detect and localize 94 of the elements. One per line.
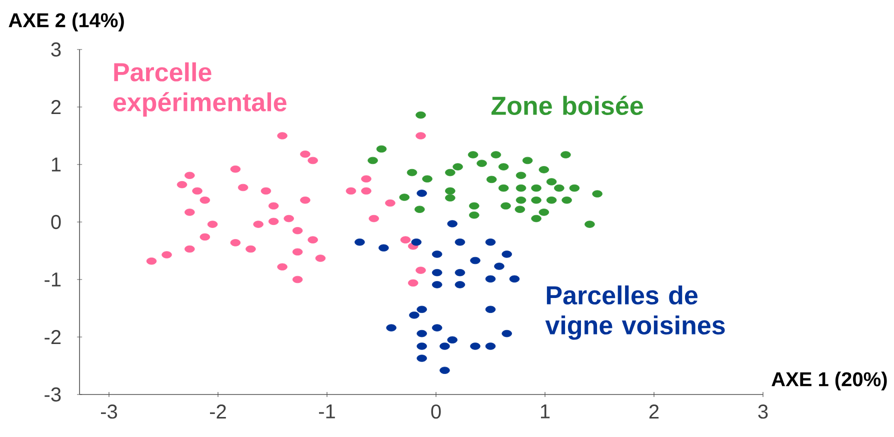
point: [308, 156, 318, 164]
point: [416, 342, 427, 350]
point: [485, 275, 496, 283]
series-label: Parcelles de vigne voisines: [545, 285, 725, 340]
point: [238, 184, 248, 192]
point: [253, 220, 264, 228]
point: [416, 190, 427, 197]
x-tick-label: -3: [100, 404, 118, 419]
x-tick-label: 1: [540, 404, 550, 418]
point: [277, 263, 288, 270]
point: [406, 168, 418, 176]
point: [584, 220, 595, 228]
point: [192, 187, 202, 195]
x-tick-label: 0: [431, 404, 441, 419]
point: [416, 330, 427, 338]
point: [469, 202, 480, 210]
point: [476, 160, 487, 167]
point: [470, 256, 480, 264]
point: [494, 262, 504, 270]
point: [422, 175, 432, 182]
point: [502, 250, 512, 258]
point: [300, 150, 310, 158]
point: [200, 233, 210, 241]
series-label: Zone boisée: [491, 96, 643, 116]
x-tick-label: -1: [319, 404, 335, 418]
point: [452, 163, 463, 170]
point: [308, 236, 318, 244]
x-tick-label: 2: [649, 404, 659, 418]
point: [516, 172, 526, 180]
point: [445, 194, 456, 202]
point: [346, 187, 356, 195]
point: [445, 187, 456, 195]
y-tick-label: 0: [51, 214, 61, 230]
point: [277, 132, 288, 140]
point: [368, 156, 378, 164]
x-tick-label: -2: [210, 404, 226, 418]
point: [516, 184, 526, 192]
point: [440, 342, 450, 350]
point: [416, 306, 427, 313]
point: [498, 184, 509, 192]
y-tick-label: -1: [44, 272, 61, 286]
point: [386, 324, 396, 332]
point: [562, 196, 572, 204]
point: [447, 336, 458, 344]
point: [184, 245, 195, 253]
point: [368, 214, 379, 222]
point: [509, 275, 520, 283]
point: [522, 156, 533, 164]
point: [361, 187, 372, 195]
point: [592, 190, 602, 198]
point: [284, 214, 294, 222]
point: [385, 199, 396, 207]
point: [162, 251, 172, 258]
point: [470, 342, 480, 350]
y-tick-label: 2: [51, 100, 61, 114]
point: [486, 176, 497, 184]
point: [531, 196, 542, 204]
point: [354, 238, 365, 246]
point: [184, 208, 195, 216]
y-tick-label: 1: [52, 158, 61, 172]
point: [560, 151, 571, 158]
point: [414, 206, 425, 213]
point: [416, 111, 426, 119]
point: [500, 202, 511, 210]
point: [378, 244, 389, 252]
x-tick-label: 3: [758, 404, 768, 419]
point: [416, 354, 427, 362]
point: [531, 184, 542, 192]
point: [292, 276, 303, 284]
point: [531, 214, 542, 222]
point: [246, 245, 256, 253]
y-axis-title: AXE 2 (14%): [8, 12, 124, 32]
point: [300, 196, 310, 204]
point: [408, 279, 418, 287]
point: [469, 212, 480, 219]
point: [416, 266, 426, 274]
point: [440, 366, 450, 374]
y-tick-label: -2: [44, 330, 61, 344]
point: [554, 184, 564, 192]
x-axis-title: AXE 1 (20%): [772, 372, 887, 390]
series-label: Parcelle expérimentale: [113, 62, 286, 117]
point: [447, 220, 458, 228]
point: [416, 132, 426, 140]
point: [361, 175, 372, 182]
point: [409, 312, 420, 319]
point: [445, 168, 456, 176]
y-tick-label: 3: [51, 42, 61, 57]
point: [569, 184, 580, 192]
point: [376, 145, 387, 153]
point: [260, 187, 272, 195]
point: [502, 330, 512, 338]
y-tick-label: -3: [44, 387, 61, 402]
point: [268, 218, 279, 226]
point: [184, 172, 195, 180]
